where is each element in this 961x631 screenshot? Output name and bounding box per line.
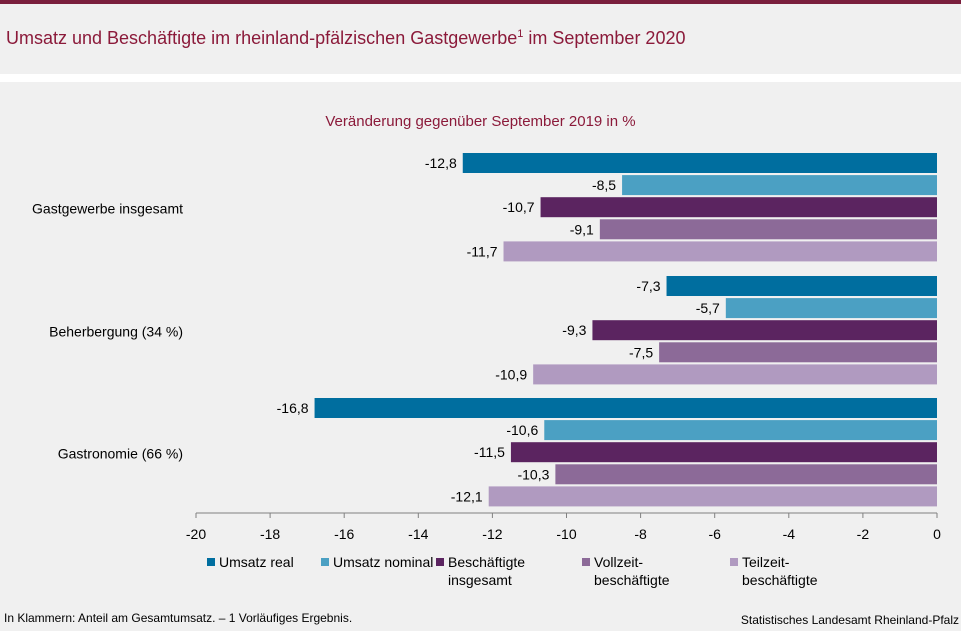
data-label: -11,7: [467, 243, 498, 259]
bar: [540, 197, 937, 218]
title-main: Umsatz und Beschäftigte im rheinland-pfä…: [6, 28, 518, 48]
top-accent-bar: [0, 0, 961, 4]
x-tick-label: -10: [556, 526, 576, 542]
x-tick-label: -14: [408, 526, 428, 542]
bar: [488, 486, 937, 507]
x-tick-label: -12: [482, 526, 502, 542]
data-label: -11,5: [474, 444, 505, 460]
legend-swatch: [730, 558, 738, 566]
bar: [622, 175, 937, 196]
footnote: In Klammern: Anteil am Gesamtumsatz. – 1…: [4, 611, 353, 625]
legend-label: Vollzeit- beschäftigte: [594, 554, 670, 588]
legend-item: Beschäftigte insgesamt: [436, 553, 568, 589]
x-tick-label: -6: [708, 526, 721, 542]
legend-label: Teilzeit- beschäftigte: [742, 554, 818, 588]
bar: [666, 276, 937, 296]
chart-title: Umsatz und Beschäftigte im rheinland-pfä…: [6, 28, 685, 49]
header-separator: [0, 74, 961, 82]
x-tick-label: -8: [634, 526, 647, 542]
bar: [592, 320, 937, 341]
data-label: -10,6: [506, 422, 538, 438]
x-tick-label: -18: [260, 526, 280, 542]
bar: [555, 464, 937, 485]
bar: [599, 219, 937, 240]
chart-subtitle: Veränderung gegenüber September 2019 in …: [325, 113, 636, 130]
legend-label: Umsatz real: [219, 554, 294, 570]
x-tick-label: -20: [186, 526, 206, 542]
data-label: -8,5: [592, 177, 616, 193]
legend-label: Umsatz nominal: [333, 554, 434, 570]
header: Umsatz und Beschäftigte im rheinland-pfä…: [0, 4, 961, 74]
data-label: -5,7: [696, 300, 720, 316]
bar: [462, 153, 937, 173]
data-label: -9,1: [570, 221, 594, 237]
legend-swatch: [321, 558, 329, 566]
title-suffix: im September 2020: [523, 28, 686, 48]
x-tick-label: -4: [783, 526, 796, 542]
legend-item: Umsatz real: [207, 553, 339, 571]
data-label: -7,3: [636, 278, 660, 294]
x-tick-label: -16: [334, 526, 354, 542]
legend-swatch: [582, 558, 590, 566]
legend-label: Beschäftigte insgesamt: [448, 554, 526, 588]
data-label: -12,1: [451, 488, 483, 504]
legend-swatch: [436, 558, 444, 566]
legend-swatch: [207, 558, 215, 566]
category-label: Gastgewerbe insgesamt: [32, 200, 183, 216]
data-label: -10,9: [495, 366, 527, 382]
legend-item: Teilzeit- beschäftigte: [730, 553, 862, 589]
bar: [314, 398, 937, 418]
category-label: Beherbergung (34 %): [49, 323, 183, 339]
chart-legend: Umsatz real Umsatz nominal Beschäftigte in…: [0, 553, 961, 593]
data-label: -10,7: [503, 199, 535, 215]
legend-item: Umsatz nominal: [321, 553, 453, 571]
title-footnote-marker: 1: [517, 28, 524, 40]
data-label: -12,8: [425, 155, 457, 171]
category-label: Gastronomie (66 %): [58, 445, 183, 461]
x-tick-label: -2: [857, 526, 870, 542]
data-label: -9,3: [562, 322, 586, 338]
source-note: Statistisches Landesamt Rheinland-Pfalz: [740, 613, 959, 627]
data-label: -16,8: [277, 400, 309, 416]
bar: [503, 241, 937, 262]
bar: [725, 298, 937, 319]
bar: [659, 342, 937, 363]
data-label: -10,3: [517, 466, 549, 482]
data-label: -7,5: [629, 344, 653, 360]
bar: [510, 442, 937, 463]
bar: [533, 364, 937, 385]
legend-item: Vollzeit- beschäftigte: [582, 553, 714, 589]
x-tick-label: 0: [933, 526, 941, 542]
bar: [544, 420, 937, 441]
